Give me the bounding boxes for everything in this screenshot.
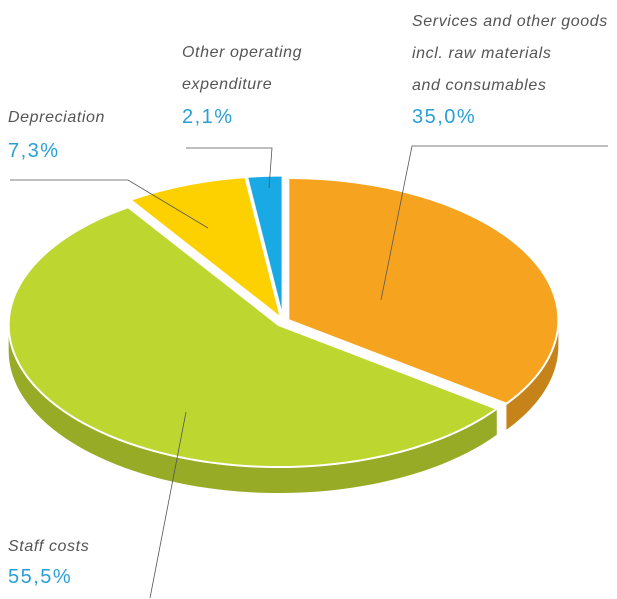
- slice: [245, 174, 284, 318]
- slice-label: Depreciation: [8, 109, 106, 126]
- slice-label: Staff costs: [8, 538, 90, 555]
- leader-line: [149, 411, 187, 599]
- slice-side: [8, 325, 497, 494]
- slice: [287, 176, 560, 405]
- leader-line: [10, 179, 209, 229]
- slice-label: Services and other goods incl. raw mater…: [412, 13, 608, 94]
- value-label: 2,1%: [182, 106, 234, 128]
- slice-side: [506, 319, 559, 430]
- value-label: 55,5%: [8, 566, 73, 588]
- value-label: 7,3%: [8, 140, 60, 162]
- leader-line: [380, 145, 608, 301]
- value-label: 35,0%: [412, 106, 477, 128]
- slice: [128, 176, 283, 321]
- slice-label: Other operating expenditure: [182, 44, 303, 93]
- slice: [7, 206, 499, 469]
- leader-line: [186, 147, 273, 189]
